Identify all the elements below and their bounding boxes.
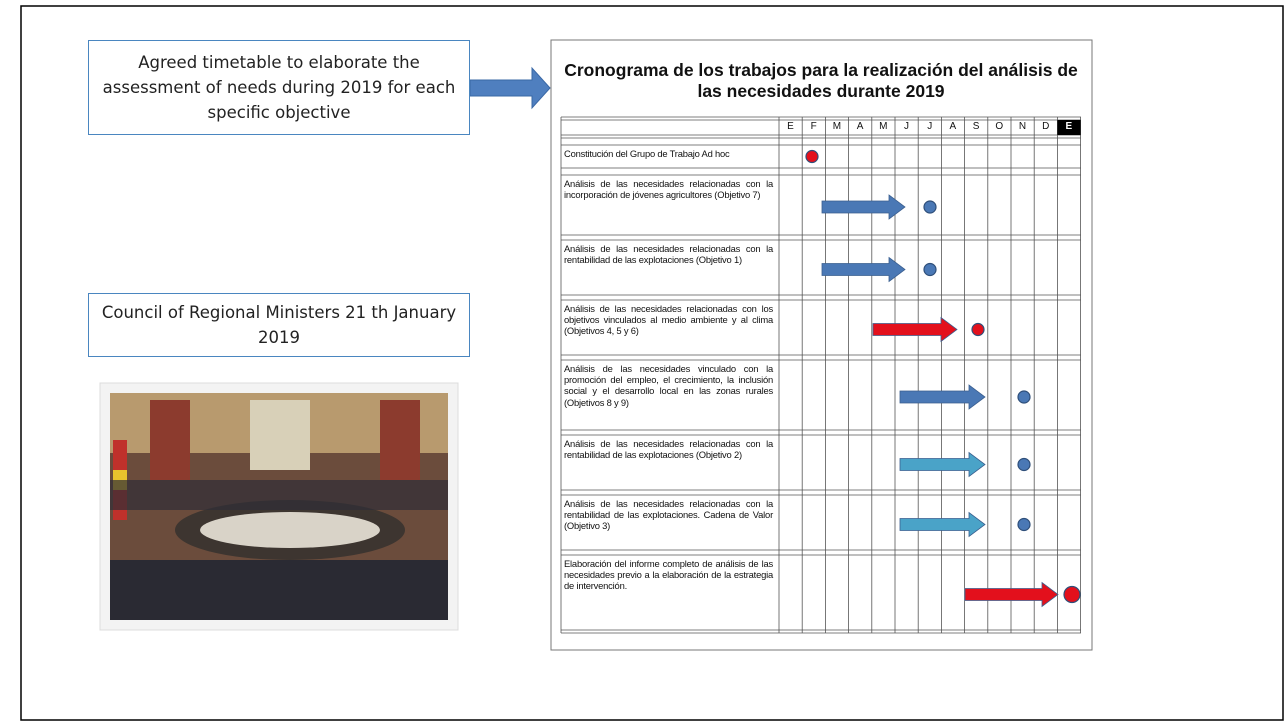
month-label: O [995,121,1004,132]
task-label: Análisis de las necesidades relacionadas… [564,303,773,337]
month-label: D [1042,121,1050,132]
callout-text: Agreed timetable to elaborate the assess… [102,53,456,122]
milestone-dot [1017,457,1031,472]
month-label: M [879,121,888,132]
month-label: A [949,121,957,132]
task-arrow [899,384,986,410]
month-label: M [832,121,842,132]
callout-box: Council of Regional Ministers 21 th Janu… [88,293,470,357]
month-label: N [1018,121,1027,132]
month-label: S [972,121,980,132]
task-arrow [899,511,986,538]
task-label: Análisis de las necesidades relacionadas… [564,438,773,461]
month-label: E [1065,121,1073,132]
task-arrow [964,581,1059,608]
task-label: Análisis de las necesidades relacionadas… [564,498,773,532]
milestone-dot [1017,517,1031,532]
gantt-frame [550,39,1093,651]
photo [99,382,459,631]
month-label: J [904,121,909,132]
month-label: J [927,121,933,132]
milestone-dot [1017,390,1031,404]
month-label: E [787,121,794,132]
task-label: Análisis de las necesidades relacionadas… [564,178,773,201]
task-arrow [821,194,906,220]
pointer-arrow [469,66,551,110]
milestone-dot [923,262,937,277]
milestone-dot [923,200,937,214]
gantt-title: Cronograma de los trabajos para la reali… [564,60,1078,101]
milestone-dot [971,322,985,337]
task-label: Constitución del Grupo de Trabajo Ad hoc [564,148,730,159]
gantt-marks [805,149,1081,608]
milestone-dot [1063,585,1081,604]
callout-text: Council of Regional Ministers 21 th Janu… [101,303,457,347]
task-label: Análisis de las necesidades relacionadas… [564,243,773,266]
month-label: A [856,121,864,132]
month-label: F [810,121,817,132]
task-label: Análisis de las necesidades vinculado co… [564,363,773,408]
callout-box: Agreed timetable to elaborate the assess… [88,40,470,135]
milestone-dot [805,149,819,164]
task-label: Elaboración del informe completo de anál… [564,558,773,592]
slide-border [20,5,1284,721]
gantt-grid [560,116,1081,634]
task-arrow [821,256,906,283]
month-highlight [1057,120,1081,135]
task-arrow [899,451,986,478]
task-arrow [872,316,958,343]
